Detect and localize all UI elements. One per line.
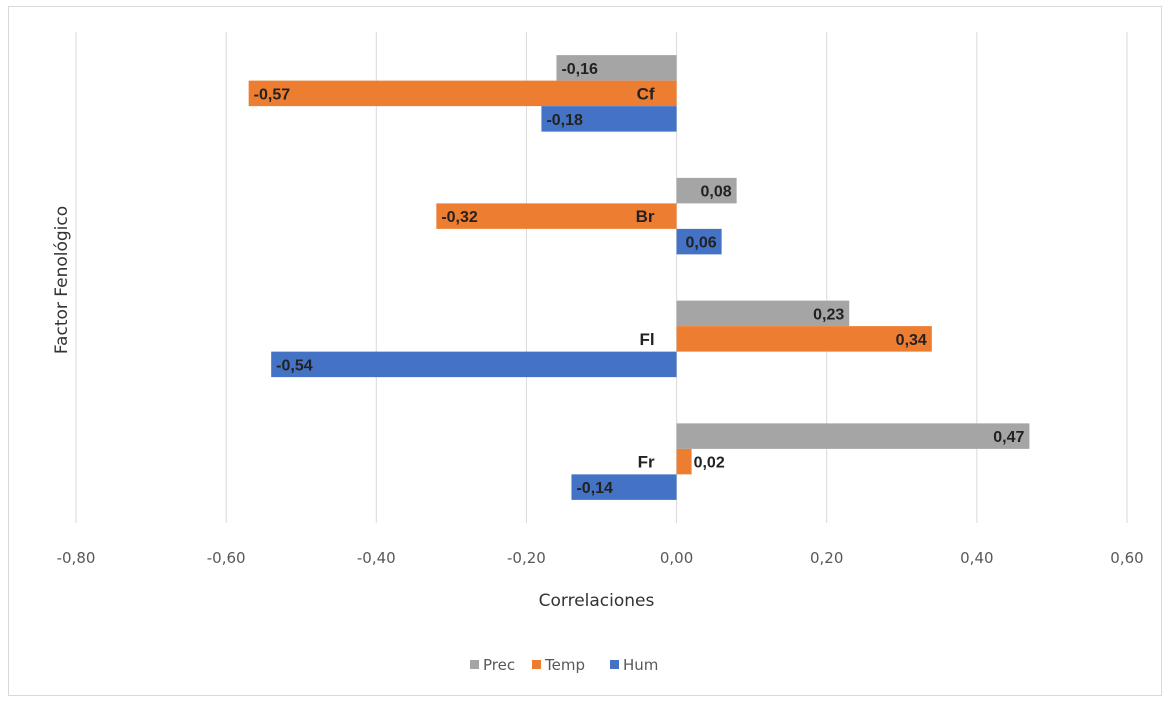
category-label: Br: [636, 207, 655, 226]
data-label-temp-br: -0,32: [441, 209, 478, 226]
x-tick-label: 0,00: [660, 549, 693, 567]
bar-prec-br: [676, 177, 737, 204]
data-label-temp-fl: 0,34: [896, 332, 927, 349]
x-tick-label: -0,80: [57, 549, 96, 567]
legend-swatch-prec: [470, 660, 479, 669]
x-tick-label: 0,20: [810, 549, 843, 567]
data-label-prec-fl: 0,23: [813, 306, 844, 323]
legend-swatch-hum: [610, 660, 619, 669]
bar-prec-fr: [676, 423, 1030, 449]
bar-prec-cf: [556, 55, 677, 81]
bar-temp-fl: [676, 326, 932, 352]
y-axis-title: Factor Fenológico: [52, 206, 72, 354]
category-label: Fl: [639, 330, 654, 349]
bar-temp-br: [436, 203, 677, 229]
bar-temp-fr: [676, 448, 692, 475]
data-label-prec-br: 0,08: [700, 184, 731, 201]
data-label-prec-cf: -0,16: [561, 61, 598, 78]
category-label: Fr: [638, 453, 655, 472]
x-tick-label: -0,20: [507, 549, 546, 567]
category-label: Cf: [637, 84, 655, 103]
x-tick-label: 0,60: [1110, 549, 1143, 567]
data-label-hum-fl: -0,54: [276, 357, 313, 374]
x-tick-label: 0,40: [960, 549, 993, 567]
legend-swatch-temp: [532, 660, 541, 669]
bar-hum-br: [676, 228, 722, 255]
bar-prec-fl: [676, 300, 850, 327]
data-label-hum-br: 0,06: [685, 235, 716, 252]
chart-frame: [8, 6, 1162, 696]
legend-label-prec: Prec: [483, 656, 515, 674]
bar-hum-fr: [571, 474, 677, 500]
legend-label-temp: Temp: [544, 656, 585, 674]
x-tick-label: -0,60: [207, 549, 246, 567]
bar-hum-cf: [541, 106, 677, 132]
data-label-prec-fr: 0,47: [993, 429, 1024, 446]
data-label-hum-fr: -0,14: [576, 480, 613, 497]
bar-hum-fl: [271, 351, 677, 378]
data-label-hum-cf: -0,18: [546, 112, 583, 129]
legend-label-hum: Hum: [623, 656, 658, 674]
bar-temp-cf: [248, 80, 677, 107]
x-tick-label: -0,40: [357, 549, 396, 567]
data-label-temp-fr: 0,02: [694, 455, 725, 472]
x-axis-title: Correlaciones: [539, 591, 655, 611]
data-label-temp-cf: -0,57: [254, 86, 291, 103]
